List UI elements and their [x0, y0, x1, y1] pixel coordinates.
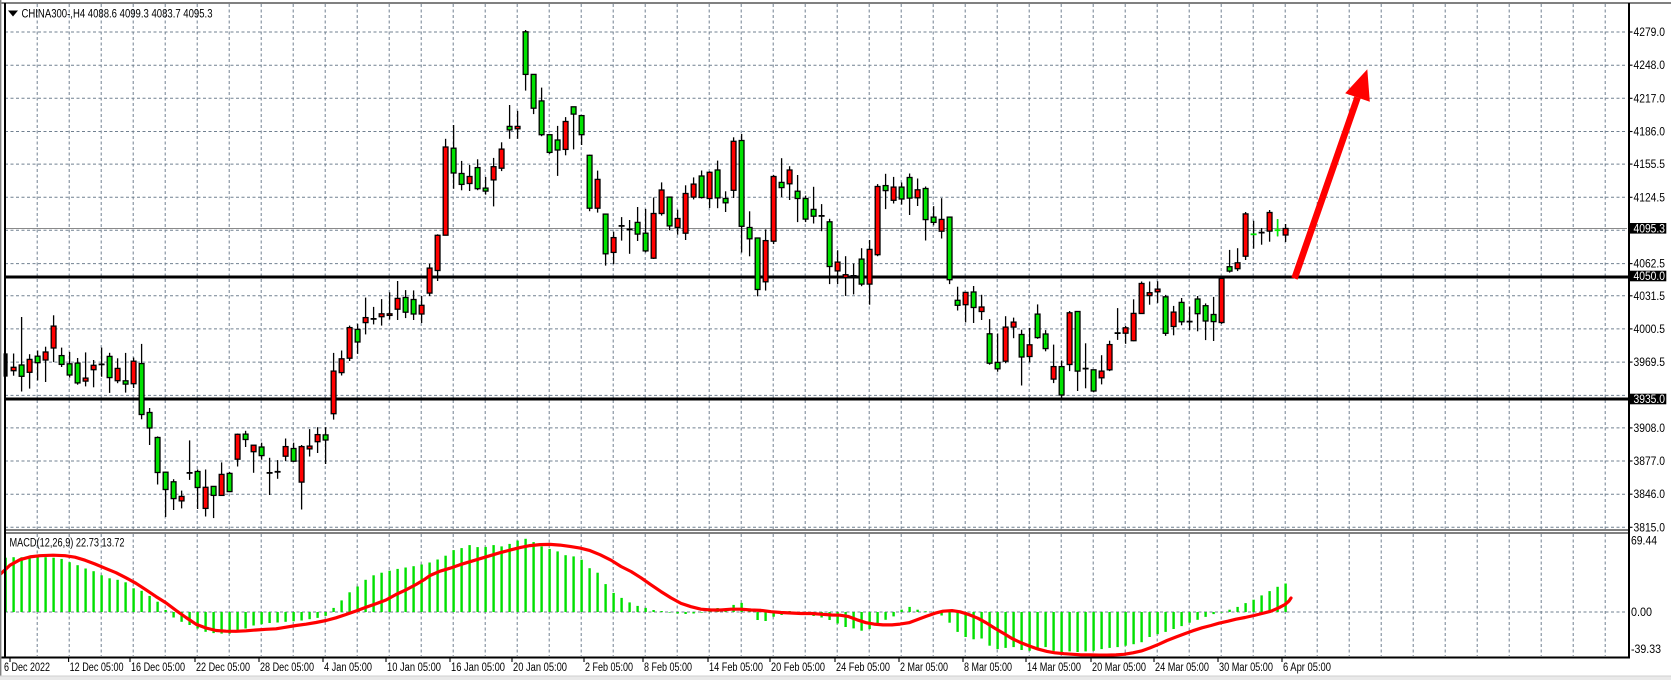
svg-text:4186.0: 4186.0 [1634, 127, 1666, 139]
svg-text:MACD(12,26,9) 22.73 13.72: MACD(12,26,9) 22.73 13.72 [10, 538, 125, 550]
svg-text:4095.3: 4095.3 [1634, 223, 1666, 235]
svg-text:12 Dec 05:00: 12 Dec 05:00 [70, 662, 124, 674]
svg-text:20 Feb 05:00: 20 Feb 05:00 [771, 662, 825, 674]
svg-text:16 Dec 05:00: 16 Dec 05:00 [131, 662, 185, 674]
svg-text:3815.0: 3815.0 [1634, 522, 1666, 534]
svg-text:4248.0: 4248.0 [1634, 60, 1666, 72]
svg-text:10 Jan 05:00: 10 Jan 05:00 [387, 662, 441, 674]
svg-text:22 Dec 05:00: 22 Dec 05:00 [196, 662, 250, 674]
svg-text:4050.0: 4050.0 [1634, 271, 1666, 283]
svg-text:2 Feb 05:00: 2 Feb 05:00 [585, 662, 633, 674]
svg-text:4279.0: 4279.0 [1634, 27, 1666, 39]
svg-text:24 Mar 05:00: 24 Mar 05:00 [1155, 662, 1209, 674]
svg-text:3969.5: 3969.5 [1634, 357, 1666, 369]
svg-text:4124.5: 4124.5 [1634, 192, 1666, 204]
svg-text:4031.5: 4031.5 [1634, 291, 1666, 303]
svg-text:20 Mar 05:00: 20 Mar 05:00 [1092, 662, 1146, 674]
svg-text:2 Mar 05:00: 2 Mar 05:00 [900, 662, 948, 674]
svg-text:6 Dec 2022: 6 Dec 2022 [4, 662, 50, 674]
svg-text:30 Mar 05:00: 30 Mar 05:00 [1219, 662, 1273, 674]
svg-text:3877.0: 3877.0 [1634, 456, 1666, 468]
svg-text:6 Apr 05:00: 6 Apr 05:00 [1283, 662, 1331, 674]
svg-text:28 Dec 05:00: 28 Dec 05:00 [260, 662, 314, 674]
svg-text:69.44: 69.44 [1631, 536, 1658, 548]
svg-text:14 Mar 05:00: 14 Mar 05:00 [1027, 662, 1081, 674]
svg-text:0.00: 0.00 [1631, 607, 1652, 619]
svg-text:4062.5: 4062.5 [1634, 259, 1666, 271]
svg-text:3908.0: 3908.0 [1634, 423, 1666, 435]
svg-text:24 Feb 05:00: 24 Feb 05:00 [836, 662, 890, 674]
svg-text:4155.5: 4155.5 [1634, 159, 1666, 171]
svg-text:4000.5: 4000.5 [1634, 324, 1666, 336]
svg-text:4 Jan 05:00: 4 Jan 05:00 [324, 662, 372, 674]
svg-text:8 Feb 05:00: 8 Feb 05:00 [644, 662, 692, 674]
svg-text:20 Jan 05:00: 20 Jan 05:00 [513, 662, 567, 674]
svg-text:CHINA300-,H4 4088.6 4099.3 40: CHINA300-,H4 4088.6 4099.3 4083.7 4095.3 [22, 9, 213, 21]
svg-text:3846.0: 3846.0 [1634, 489, 1666, 501]
svg-text:14 Feb 05:00: 14 Feb 05:00 [709, 662, 763, 674]
svg-text:4217.0: 4217.0 [1634, 93, 1666, 105]
svg-text:16 Jan 05:00: 16 Jan 05:00 [451, 662, 505, 674]
svg-text:3935.0: 3935.0 [1634, 394, 1666, 406]
svg-text:-39.33: -39.33 [1631, 644, 1661, 656]
svg-text:8 Mar 05:00: 8 Mar 05:00 [964, 662, 1012, 674]
